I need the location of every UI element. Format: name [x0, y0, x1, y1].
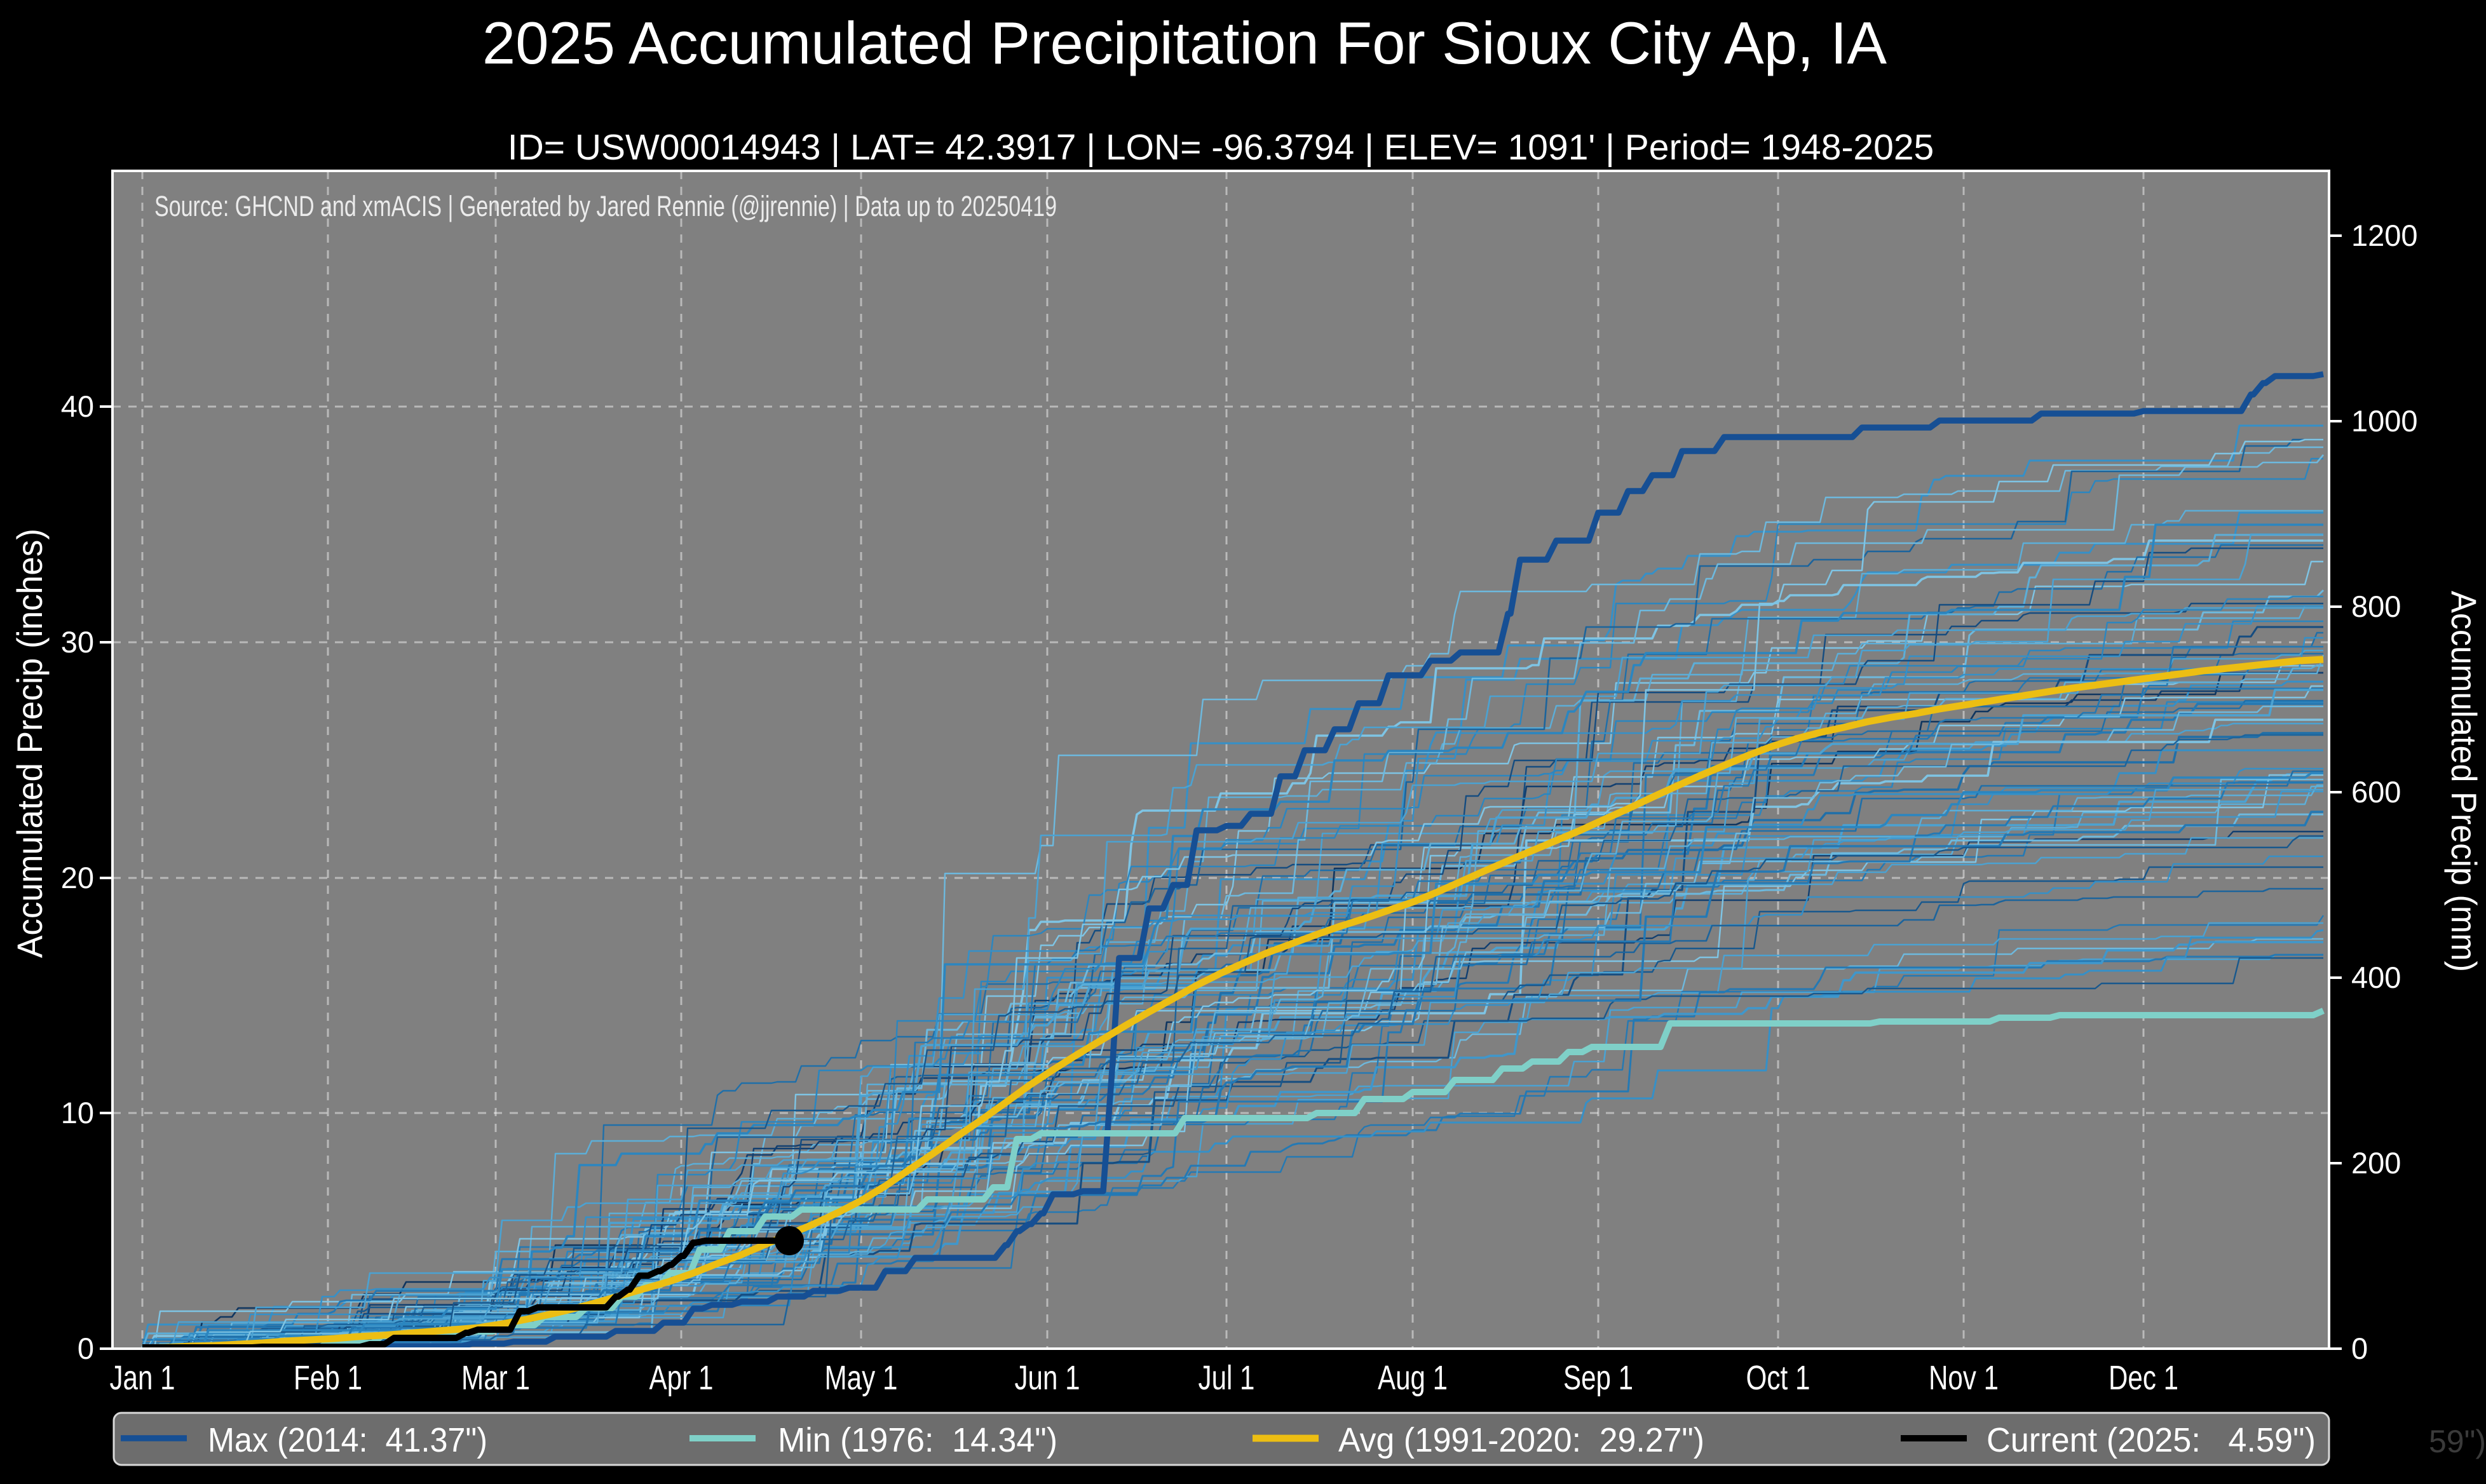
svg-text:400: 400 — [2351, 961, 2401, 994]
svg-text:Current (2025: 4.59"): Current (2025: 4.59") — [1987, 1421, 2316, 1459]
svg-text:Aug 1: Aug 1 — [1378, 1359, 1448, 1397]
svg-text:Mar 1: Mar 1 — [461, 1359, 530, 1397]
svg-text:Accumulated Precip (mm): Accumulated Precip (mm) — [2444, 591, 2484, 972]
svg-text:ID= USW00014943 | LAT= 42.3917: ID= USW00014943 | LAT= 42.3917 | LON= -9… — [508, 127, 1934, 168]
svg-text:200: 200 — [2351, 1146, 2401, 1180]
svg-text:Jun 1: Jun 1 — [1015, 1359, 1080, 1397]
svg-text:Source: GHCND and xmACIS | Gen: Source: GHCND and xmACIS | Generated by … — [154, 190, 1057, 222]
svg-text:Sep 1: Sep 1 — [1563, 1359, 1633, 1397]
svg-text:Feb 1: Feb 1 — [294, 1359, 362, 1397]
svg-text:800: 800 — [2351, 590, 2401, 623]
svg-text:40: 40 — [61, 389, 94, 423]
svg-text:Nov 1: Nov 1 — [1929, 1359, 1999, 1397]
svg-text:Min (1976: 14.34"): Min (1976: 14.34") — [778, 1421, 1057, 1459]
svg-text:Accumulated Precip (inches): Accumulated Precip (inches) — [10, 529, 50, 958]
svg-text:Max (2014: 41.37"): Max (2014: 41.37") — [208, 1421, 487, 1459]
svg-text:Jul 1: Jul 1 — [1199, 1359, 1255, 1397]
svg-text:10: 10 — [61, 1096, 94, 1130]
svg-text:Oct 1: Oct 1 — [1746, 1359, 1810, 1397]
svg-text:600: 600 — [2351, 775, 2401, 809]
svg-text:1200: 1200 — [2351, 219, 2418, 252]
svg-text:Jan 1: Jan 1 — [110, 1359, 175, 1397]
svg-text:May 1: May 1 — [825, 1359, 898, 1397]
svg-text:0: 0 — [78, 1332, 94, 1365]
svg-text:20: 20 — [61, 861, 94, 894]
svg-text:0: 0 — [2351, 1332, 2368, 1365]
svg-text:1000: 1000 — [2351, 404, 2418, 438]
svg-text:2025 Accumulated Precipitation: 2025 Accumulated Precipitation For Sioux… — [482, 10, 1887, 76]
svg-text:Avg (1991-2020: 29.27"): Avg (1991-2020: 29.27") — [1338, 1421, 1704, 1459]
svg-text:Apr 1: Apr 1 — [649, 1359, 714, 1397]
svg-text:Dec 1: Dec 1 — [2109, 1359, 2178, 1397]
svg-text:30: 30 — [61, 625, 94, 659]
svg-text:59"): 59") — [2429, 1424, 2486, 1459]
